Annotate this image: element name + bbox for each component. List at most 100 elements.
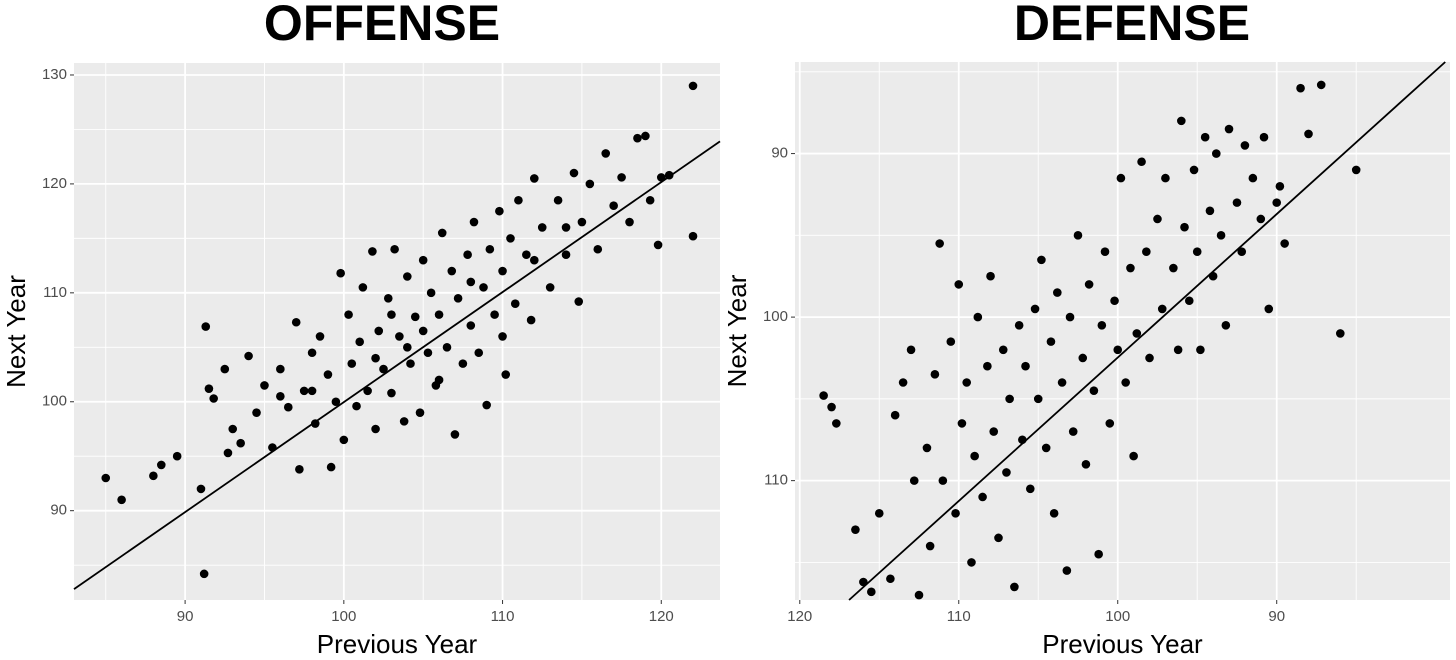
point <box>569 168 579 178</box>
point <box>1275 181 1285 191</box>
y-tick-label: 100 <box>763 308 788 325</box>
point <box>1153 214 1162 224</box>
point <box>1110 296 1119 306</box>
y-tick-label: 120 <box>42 175 67 192</box>
point <box>406 359 415 368</box>
point <box>609 201 618 210</box>
point <box>434 375 444 385</box>
point <box>1205 206 1215 216</box>
point <box>874 509 884 518</box>
point <box>514 195 523 205</box>
point <box>886 574 895 584</box>
point <box>347 359 357 368</box>
point <box>1005 394 1014 404</box>
point <box>252 408 261 417</box>
point <box>1100 247 1110 256</box>
point <box>423 348 433 358</box>
point <box>1113 345 1123 355</box>
point <box>954 280 964 289</box>
point <box>295 464 304 474</box>
point <box>336 268 345 278</box>
x-tick-label: 90 <box>1268 608 1285 625</box>
point <box>399 417 409 426</box>
point <box>1256 214 1266 224</box>
point <box>415 408 425 417</box>
point <box>967 558 976 567</box>
point <box>368 247 377 256</box>
point <box>909 476 919 485</box>
point <box>1184 296 1194 306</box>
point <box>1014 320 1024 330</box>
point <box>1094 549 1103 559</box>
point <box>383 293 393 303</box>
point <box>172 451 182 461</box>
point <box>403 342 412 352</box>
point <box>1046 337 1056 346</box>
point <box>1065 312 1075 322</box>
point <box>1237 247 1247 256</box>
point <box>957 419 967 428</box>
point <box>1097 320 1107 330</box>
point <box>236 438 245 448</box>
point <box>498 266 507 276</box>
point <box>1089 386 1099 395</box>
point <box>458 359 468 368</box>
point <box>260 381 269 390</box>
point <box>574 297 584 306</box>
point <box>1169 263 1178 273</box>
point <box>1189 165 1199 175</box>
point <box>593 244 603 254</box>
point <box>1129 451 1138 461</box>
point <box>276 364 285 374</box>
point <box>645 195 655 205</box>
point <box>1078 353 1088 363</box>
point <box>1180 222 1189 232</box>
point <box>1021 361 1030 371</box>
reference-line <box>73 140 721 590</box>
point <box>998 345 1008 355</box>
x-tick-label: 110 <box>491 608 515 625</box>
x-axis-label: Previous Year <box>1042 629 1203 659</box>
point <box>1240 141 1250 150</box>
point <box>1336 329 1345 338</box>
point <box>410 312 420 322</box>
point <box>1121 378 1130 387</box>
point <box>526 315 536 325</box>
point <box>1057 378 1067 387</box>
point <box>228 424 238 434</box>
point <box>403 272 412 281</box>
point <box>1304 129 1313 139</box>
point <box>1316 80 1326 90</box>
point <box>1248 173 1258 183</box>
point <box>344 310 353 319</box>
point <box>906 345 916 355</box>
point <box>867 587 876 597</box>
point <box>529 255 539 265</box>
point <box>371 424 380 434</box>
point <box>922 443 932 453</box>
point <box>450 430 460 439</box>
point <box>323 370 333 379</box>
point <box>914 590 924 600</box>
point <box>537 223 547 232</box>
x-tick-label: 100 <box>331 608 356 625</box>
point <box>501 370 511 379</box>
point <box>117 495 126 505</box>
point <box>387 310 396 319</box>
point <box>482 400 491 410</box>
point <box>1068 427 1078 436</box>
point <box>688 231 698 241</box>
point <box>601 149 611 158</box>
point <box>688 81 698 91</box>
point <box>1137 157 1146 167</box>
point <box>973 312 983 322</box>
point <box>962 378 971 387</box>
point <box>1173 345 1183 355</box>
point <box>156 460 166 470</box>
point <box>479 283 488 292</box>
plot-panel <box>74 63 720 600</box>
chart-title: OFFENSE <box>264 0 500 51</box>
point <box>1126 263 1135 273</box>
point <box>1161 173 1170 183</box>
